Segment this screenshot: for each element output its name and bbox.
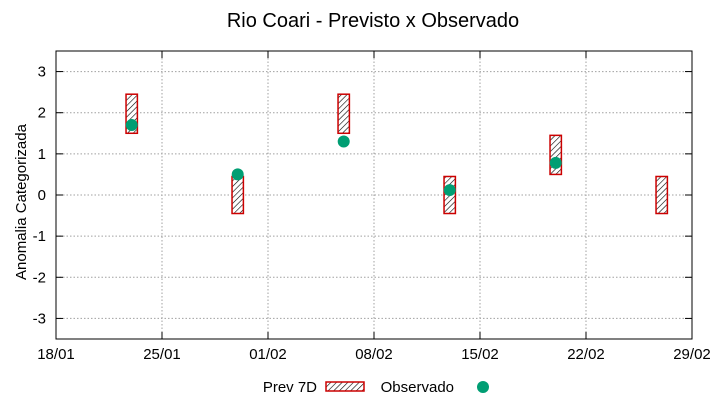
- prev-7d-bar: [125, 93, 139, 135]
- prev-7d-bar: [231, 175, 245, 215]
- chart-title: Rio Coari - Previsto x Observado: [227, 10, 519, 32]
- x-tick-label: 22/02: [567, 346, 605, 363]
- legend: Prev 7D Observado: [263, 379, 489, 396]
- y-tick-label: -3: [33, 310, 46, 327]
- x-tick-label: 25/01: [143, 346, 181, 363]
- y-tick-label: 2: [38, 105, 46, 122]
- y-tick-label: -1: [33, 228, 46, 245]
- prev-7d-bar: [337, 93, 351, 135]
- y-tick-label: 3: [38, 64, 46, 81]
- observado-point: [443, 184, 456, 197]
- x-tick-label: 01/02: [249, 346, 287, 363]
- legend-swatch-prev-7d: [325, 381, 365, 392]
- x-tick-label: 15/02: [461, 346, 499, 363]
- y-axis-label: Anomalia Categorizada: [13, 123, 30, 280]
- observado-point: [337, 135, 350, 148]
- axes: 3 2 1 0 -1 -2 -3 18/01 25/01 01/02 08/02 15/02 22/02…: [33, 50, 711, 363]
- prev-7d-bar: [655, 175, 669, 215]
- x-tick-label: 18/01: [37, 346, 75, 363]
- y-tick-label: 1: [38, 146, 46, 163]
- grid-lines: [56, 51, 692, 339]
- legend-swatch-observado: [477, 381, 489, 393]
- observado-point: [125, 119, 138, 132]
- y-tick-label: -2: [33, 269, 46, 286]
- observado-point: [231, 168, 244, 181]
- plot-frame: [55, 50, 693, 340]
- prev-7d-bar: [549, 134, 563, 176]
- legend-label-observado: Observado: [381, 379, 454, 396]
- x-tick-label: 29/02: [673, 346, 711, 363]
- x-tick-label: 08/02: [355, 346, 393, 363]
- observado-point: [549, 156, 562, 169]
- y-tick-label: 0: [38, 187, 46, 204]
- observado-series: [125, 119, 562, 197]
- legend-label-prev-7d: Prev 7D: [263, 379, 317, 396]
